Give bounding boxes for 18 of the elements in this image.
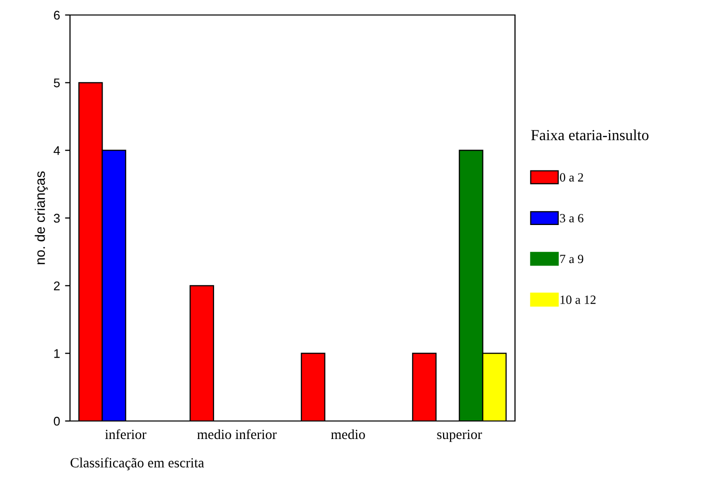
y-tick-label: 4	[54, 146, 60, 155]
x-tick-label: superior	[437, 430, 482, 442]
legend-title: Faixa etaria-insulto	[531, 130, 648, 140]
y-tick-label: 0	[54, 416, 60, 426]
y-tick-label: 3	[54, 214, 60, 223]
x-tick-label: medio inferior	[197, 429, 277, 440]
legend-label: 0 a 2	[560, 173, 584, 182]
legend-label: 10 a 12	[560, 296, 596, 304]
x-tick-label: inferior	[105, 429, 146, 440]
y-axis-title: no. de crianças	[34, 171, 48, 264]
y-tick-label: 2	[54, 281, 60, 290]
y-tick-label: 5	[54, 78, 60, 88]
y-tick-label: 1	[54, 349, 60, 358]
legend-label: 7 a 9	[560, 254, 584, 264]
y-tick-label: 6	[54, 10, 60, 20]
x-tick-label: medio	[331, 429, 365, 440]
legend-label: 3 a 6	[560, 214, 584, 222]
x-axis-title: Classificação em escrita	[70, 458, 204, 470]
